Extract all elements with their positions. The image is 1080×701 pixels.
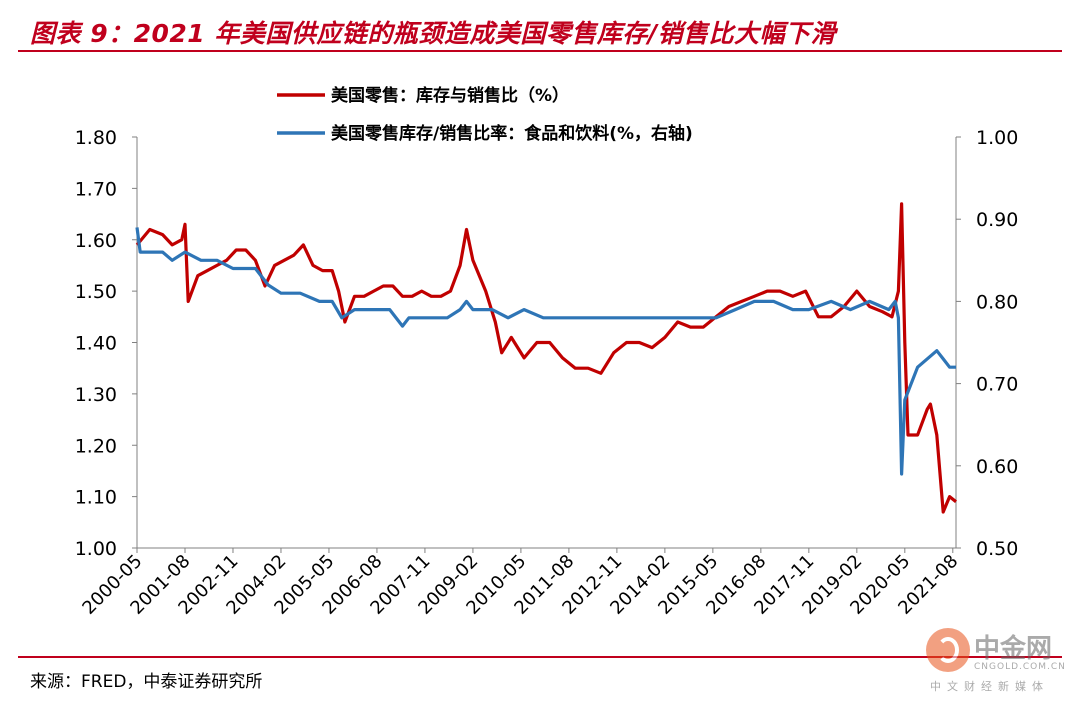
title-divider — [18, 50, 1062, 52]
watermark-name: 中金网 — [974, 634, 1053, 664]
left-tick-label: 1.00 — [75, 538, 117, 560]
left-axis: 1.00 1.10 1.20 1.30 1.40 1.50 1.60 1.70 1.80 — [75, 127, 138, 560]
right-tick-label: 0.90 — [976, 209, 1018, 231]
footer-divider — [18, 656, 1062, 658]
right-tick-label: 0.50 — [976, 538, 1018, 560]
right-tick-label: 0.70 — [976, 374, 1018, 396]
left-tick-label: 1.70 — [75, 178, 117, 200]
left-tick-label: 1.10 — [75, 487, 117, 509]
left-tick-label: 1.50 — [75, 281, 117, 303]
left-tick-label: 1.30 — [75, 384, 117, 406]
right-tick-label: 1.00 — [976, 127, 1018, 149]
legend-label: 美国零售库存/销售比率：食品和饮料(%，右轴) — [331, 123, 693, 144]
right-tick-label: 0.80 — [976, 291, 1018, 313]
left-tick-label: 1.60 — [75, 230, 117, 252]
series-line-retail-ratio — [135, 202, 958, 514]
right-tick-label: 0.60 — [976, 456, 1018, 478]
right-axis: 0.50 0.60 0.70 0.80 0.90 1.00 — [955, 127, 1018, 560]
source-note: 来源：FRED，中泰证券研究所 — [30, 672, 263, 692]
chart-title: 图表 9：2021 年美国供应链的瓶颈造成美国零售库存/销售比大幅下滑 — [30, 19, 837, 48]
left-tick-label: 1.40 — [75, 333, 117, 355]
legend: 美国零售：库存与销售比（%） 美国零售库存/销售比率：食品和饮料(%，右轴) — [277, 85, 693, 144]
watermark-tagline: 中文财经新媒体 — [930, 680, 1049, 693]
left-tick-label: 1.80 — [75, 127, 117, 149]
series-layer — [135, 202, 958, 514]
series-line-food-beverage-ratio — [135, 227, 956, 476]
legend-label: 美国零售：库存与销售比（%） — [331, 85, 569, 106]
watermark: 中金网 CNGOLD.COM.CN 中文财经新媒体 — [926, 628, 1076, 698]
left-tick-label: 1.20 — [75, 435, 117, 457]
x-axis: 2000-052001-082002-112004-022005-052006-… — [78, 547, 962, 619]
watermark-logo-icon — [926, 628, 970, 672]
watermark-url: CNGOLD.COM.CN — [974, 662, 1066, 672]
